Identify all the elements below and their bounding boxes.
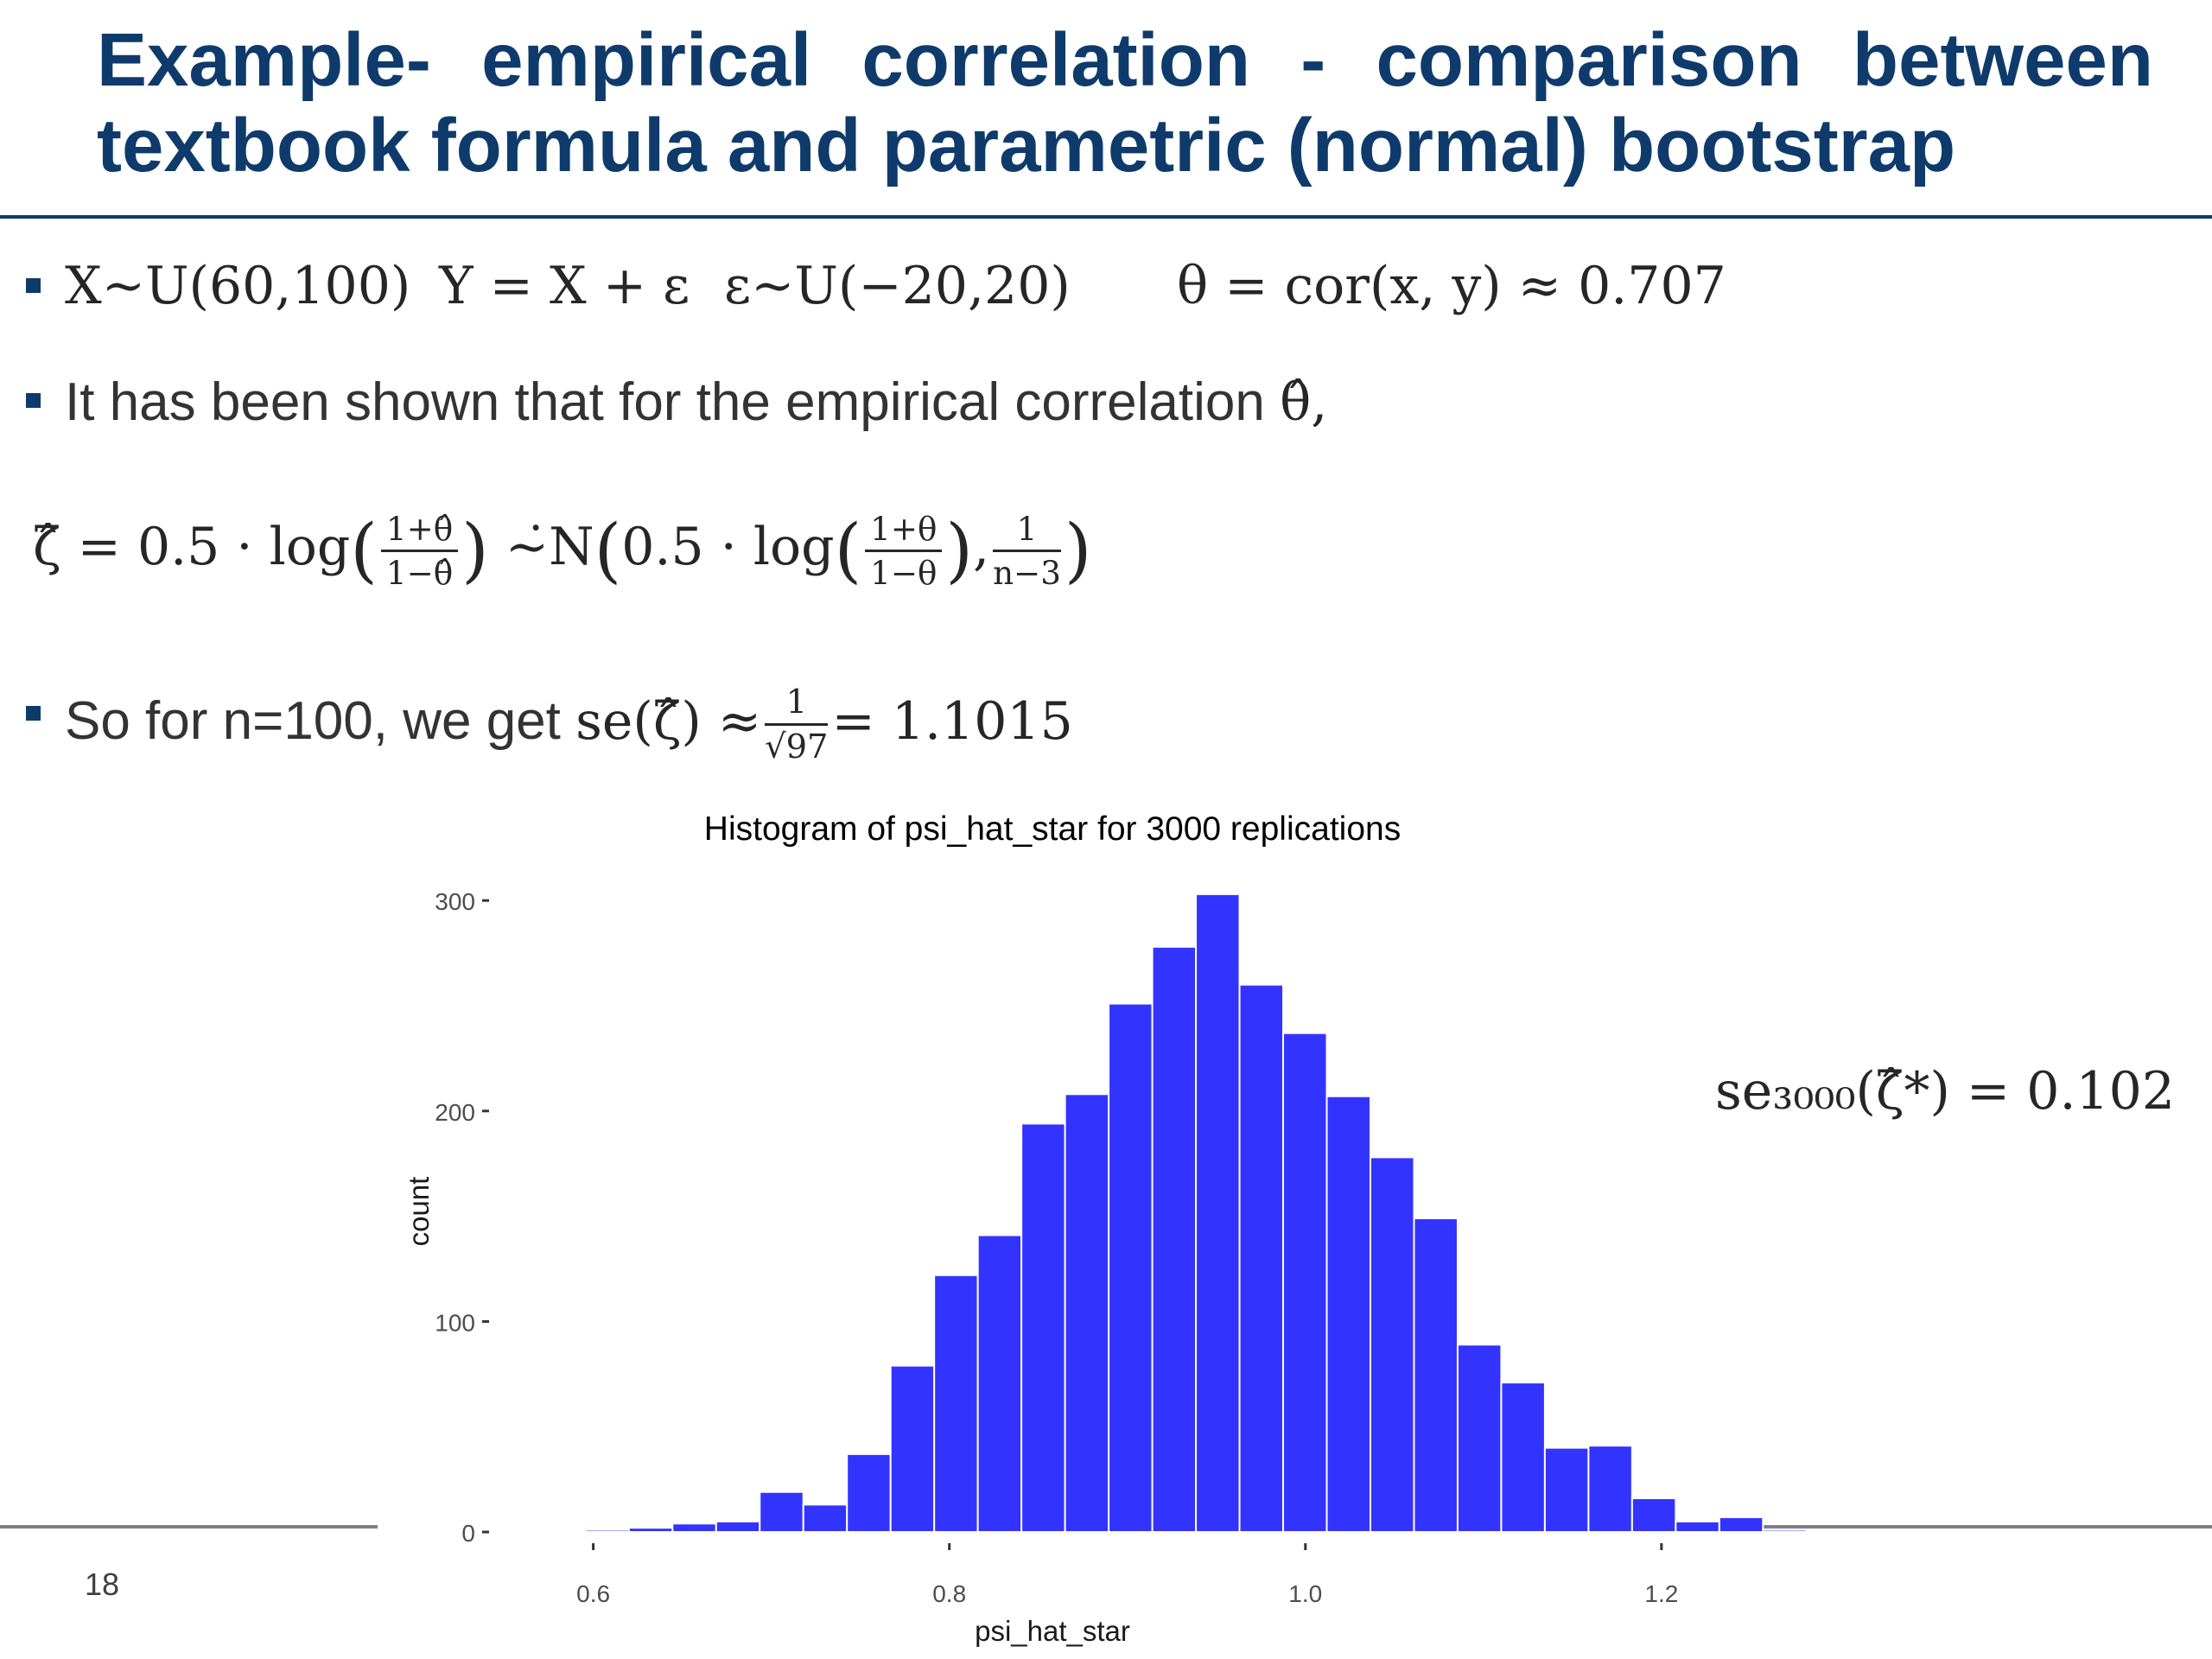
histogram-bar: [1456, 1344, 1503, 1534]
histogram-bar: [1108, 1002, 1154, 1533]
frac-1-denominator: 1−θ̂: [385, 554, 454, 592]
title-line-2: textbook formula and parametric (normal)…: [97, 104, 1956, 188]
slide-title: Example- empirical correlation - compari…: [97, 17, 2153, 188]
y-tick-label: 300: [435, 888, 475, 915]
histogram-bar: [584, 1529, 630, 1534]
y-axis-label: count: [403, 1177, 435, 1247]
frac-3-numerator: 1: [993, 510, 1061, 552]
histogram-bar: [802, 1503, 849, 1534]
title-word: empirical: [481, 18, 812, 102]
histogram-bar: [1500, 1382, 1546, 1533]
bullet-marker-2: [26, 393, 41, 408]
bullet-1-x-distribution: X∼U(60,100): [65, 256, 411, 316]
histogram-bar: [671, 1522, 717, 1533]
histogram-bar: [1369, 1156, 1415, 1534]
bullet-marker-3: [26, 706, 41, 721]
histogram-bar: [976, 1234, 1023, 1534]
bullet-3-result: = 1.1015: [831, 690, 1073, 752]
histogram-bar: [1325, 1095, 1371, 1533]
bullet-1-theta: θ = cor(x, y) ≈ 0.707: [1177, 256, 1726, 316]
histogram-bar: [933, 1274, 979, 1534]
paren-open-inner: (: [834, 510, 862, 592]
histogram-bar: [1762, 1529, 1808, 1534]
title-divider: [0, 215, 2212, 219]
paren-open: (: [350, 510, 378, 592]
y-tick-label: 100: [435, 1309, 475, 1336]
formula-lhs: ζ̂ = 0.5 · log: [33, 517, 351, 578]
frac-3-denominator: n−3: [993, 554, 1061, 592]
bullet-1-y-definition: Y = X + ε: [439, 256, 690, 316]
histogram-bar: [1151, 945, 1198, 1534]
bullet-3-frac-denominator: √97: [765, 728, 829, 766]
title-word: -: [1300, 18, 1326, 102]
histogram-bar: [1630, 1497, 1677, 1533]
bullet-2-theta-hat: θ̂,: [1280, 372, 1328, 433]
histogram-bar: [759, 1491, 804, 1533]
paren-close: ): [461, 510, 489, 592]
paren-open-outer: (: [594, 510, 622, 592]
histogram-bar: [1282, 1032, 1328, 1533]
histogram-bar: [715, 1520, 761, 1534]
frac-2-numerator: 1+θ: [865, 510, 943, 552]
bullet-3-text: So for n=100, we get se(ζ̂) ≈1 √97 = 1.101…: [65, 683, 1073, 766]
title-word: correlation: [861, 18, 1251, 102]
bullet-2-text: It has been shown that for the empirical…: [65, 372, 1327, 433]
bootstrap-se-annotation: se₃₀₀₀(ζ̂*) = 0.102: [1715, 1061, 2176, 1122]
histogram-bar: [889, 1364, 936, 1533]
page-number: 18: [85, 1567, 120, 1602]
footer-line-left: [0, 1525, 378, 1529]
frac-2-denominator: 1−θ: [870, 554, 938, 592]
bullet-marker-1: [26, 278, 41, 293]
footer-line-right: [1631, 1525, 2212, 1529]
histogram-bar: [1238, 983, 1285, 1533]
title-line-1: Example- empirical correlation - compari…: [97, 17, 2153, 103]
x-tick-label: 0.8: [932, 1580, 966, 1607]
bullet-3-se: se(ζ̂) ≈: [575, 690, 762, 752]
bullet-3-frac: 1 √97: [765, 683, 829, 766]
histogram-bar: [846, 1452, 892, 1534]
zeta-formula: ζ̂ = 0.5 · log(1+θ̂ 1−θ̂) ∼̇N(0.5 · log(1…: [33, 510, 1092, 592]
title-word: between: [1852, 18, 2154, 102]
histogram-bar: [627, 1527, 674, 1534]
paren-close-inner: ): [945, 510, 973, 592]
formula-frac-1: 1+θ̂ 1−θ̂: [380, 510, 459, 592]
histogram-bar: [1413, 1217, 1459, 1534]
x-tick-label: 1.0: [1288, 1580, 1322, 1607]
formula-approx-normal: ∼̇N: [505, 517, 594, 578]
histogram-bar: [1195, 893, 1241, 1533]
x-tick-label: 0.6: [576, 1580, 610, 1607]
y-tick-label: 200: [435, 1099, 475, 1126]
formula-frac-2: 1+θ 1−θ: [865, 510, 943, 592]
bullet-3-frac-numerator: 1: [765, 683, 829, 726]
paren-close-outer: ): [1064, 510, 1092, 592]
histogram-bar: [1718, 1516, 1764, 1533]
chart-title: Histogram of psi_hat_star for 3000 repli…: [704, 810, 1401, 848]
formula-mean: 0.5 · log: [621, 517, 835, 578]
histogram-bar: [1587, 1445, 1633, 1534]
histogram-bar: [1675, 1520, 1720, 1534]
y-tick-label: 0: [461, 1520, 475, 1547]
title-word: Example-: [97, 18, 431, 102]
x-tick-label: 1.2: [1644, 1580, 1678, 1607]
title-word: comparison: [1376, 18, 1802, 102]
bullet-2-sentence: It has been shown that for the empirical…: [65, 372, 1281, 432]
bullet-3-sentence: So for n=100, we get: [65, 690, 576, 751]
x-axis-label: psi_hat_star: [975, 1615, 1130, 1647]
histogram-bar: [1020, 1122, 1066, 1534]
frac-1-numerator: 1+θ̂: [380, 510, 459, 552]
histogram-bar: [1543, 1446, 1590, 1533]
formula-frac-3: 1 n−3: [993, 510, 1061, 592]
bullet-1-epsilon-distribution: ε∼U(−20,20): [724, 256, 1071, 316]
histogram-bar: [1064, 1093, 1110, 1533]
